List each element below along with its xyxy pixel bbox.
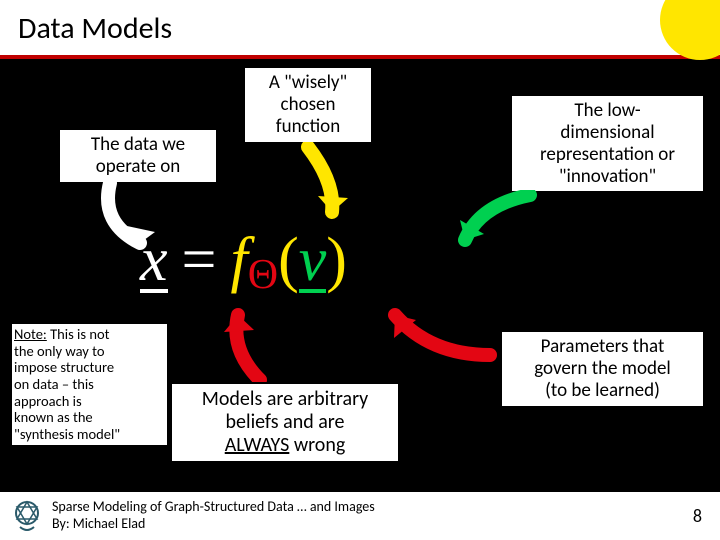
arrow-function-to-f	[290, 142, 360, 232]
arrow-params-to-theta	[380, 300, 500, 370]
page-number: 8	[693, 505, 702, 527]
callout-innovation-l4: "innovation"	[520, 166, 695, 188]
wrong-l1: Models are arbitrary	[186, 388, 384, 411]
callout-params: Parameters that govern the model (to be …	[500, 330, 705, 408]
params-l1: Parameters that	[510, 336, 695, 358]
callout-innovation: The low- dimensional representation or "…	[510, 94, 705, 193]
callout-function-l1: A "wisely"	[253, 72, 363, 94]
footer-line2: By: Michael Elad	[52, 516, 693, 533]
callout-innovation-l2: dimensional	[520, 122, 695, 144]
note-l3: impose structure	[14, 359, 165, 376]
params-l2: govern the model	[510, 358, 695, 380]
note-synthesis-model: Note: This is not the only way to impose…	[12, 324, 167, 445]
eq-lparen: (	[278, 225, 299, 296]
eq-f: f	[231, 225, 248, 296]
arrow-data-to-x	[95, 178, 175, 258]
arrow-innovation-to-v	[450, 190, 540, 260]
wrong-l3-b: wrong	[289, 433, 345, 457]
eq-v: v	[299, 234, 327, 293]
note-l4: on data – this	[14, 376, 165, 393]
slide-title: Data Models	[18, 10, 702, 47]
title-rule	[0, 55, 720, 59]
callout-function: A "wisely" chosen function	[243, 66, 373, 144]
note-l1-a: Note:	[14, 325, 47, 343]
institution-logo-icon	[12, 499, 42, 533]
callout-innovation-l1: The low-	[520, 100, 695, 122]
callout-innovation-l3: representation or	[520, 144, 695, 166]
note-l5: approach is	[14, 393, 165, 410]
callout-function-l2: chosen	[253, 94, 363, 116]
note-l1-b: This is not	[47, 325, 110, 343]
eq-equals: =	[182, 225, 217, 296]
note-l1: Note: This is not	[14, 326, 165, 343]
callout-data: The data we operate on	[58, 128, 218, 184]
footer-line1: Sparse Modeling of Graph-Structured Data…	[52, 499, 693, 516]
footer-text: Sparse Modeling of Graph-Structured Data…	[52, 499, 693, 533]
note-l6: known as the	[14, 409, 165, 426]
note-l7: "synthesis model"	[14, 426, 165, 443]
eq-rparen: )	[326, 225, 347, 296]
eq-theta: Θ	[248, 251, 278, 299]
params-l3: (to be learned)	[510, 380, 695, 402]
arrow-wrong-to-eq	[220, 300, 280, 385]
footer: Sparse Modeling of Graph-Structured Data…	[0, 492, 720, 540]
title-bar: Data Models	[0, 0, 720, 55]
callout-models-wrong: Models are arbitrary beliefs and are ALW…	[170, 382, 400, 463]
wrong-l3: ALWAYS wrong	[186, 434, 384, 457]
wrong-l3-a: ALWAYS	[225, 433, 290, 457]
note-l2: the only way to	[14, 343, 165, 360]
callout-function-l3: function	[253, 116, 363, 138]
callout-data-l1: The data we operate on	[68, 134, 208, 178]
wrong-l2: beliefs and are	[186, 411, 384, 434]
